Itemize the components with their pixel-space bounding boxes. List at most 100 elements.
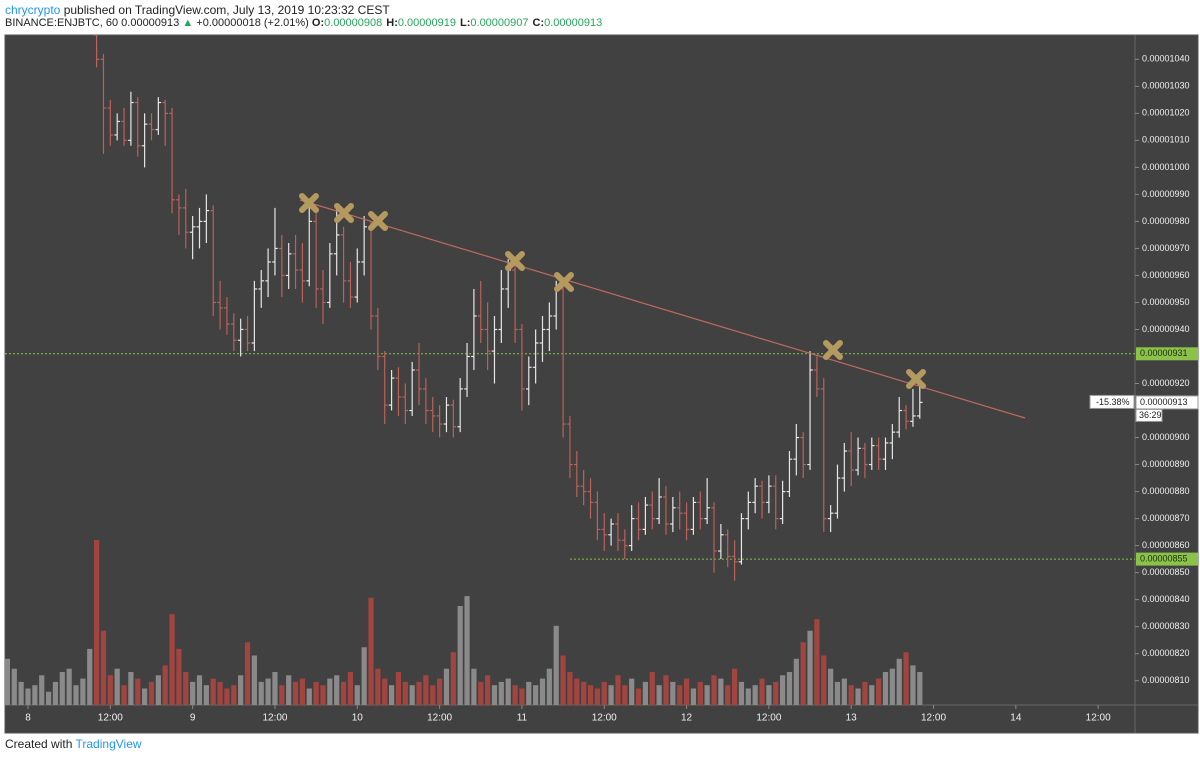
volume-bar	[320, 685, 326, 705]
current-price-label: 0.00000913	[1140, 397, 1188, 407]
y-tick-label: 0.00000990	[1142, 189, 1190, 199]
volume-bar	[80, 678, 86, 705]
volume-bar	[224, 688, 230, 705]
volume-bar	[286, 675, 292, 705]
x-tick-label: 12:00	[427, 713, 452, 724]
volume-bar	[464, 596, 470, 705]
volume-bar	[334, 675, 340, 705]
last-price: 0.00000913	[121, 17, 180, 29]
volume-bar	[210, 678, 216, 705]
x-marker	[334, 203, 354, 223]
volume-bar	[546, 668, 552, 705]
volume-bar	[347, 672, 354, 705]
ohlc-label: C:	[532, 17, 545, 29]
price-bars-layer	[93, 35, 923, 581]
y-tick-label: 0.00000810	[1142, 675, 1190, 685]
chart-panel	[4, 34, 1199, 734]
y-tick-label: 0.00001020	[1142, 108, 1190, 118]
volume-bar	[135, 678, 141, 705]
current-price-box	[1135, 395, 1199, 410]
volume-bar	[834, 681, 841, 705]
footer-brand[interactable]: TradingView	[75, 737, 142, 751]
x-marker	[505, 251, 525, 271]
volume-bar	[622, 685, 628, 705]
volume-bar	[87, 648, 93, 705]
volume-bar	[814, 619, 820, 705]
volume-bar	[66, 668, 72, 705]
volume-bar	[45, 691, 52, 705]
volume-bar	[388, 685, 395, 705]
volume-bar	[409, 685, 415, 705]
ohlc-label: H:	[386, 17, 398, 29]
y-tick-label: 0.00000870	[1142, 513, 1190, 523]
volume-bar	[402, 681, 408, 705]
volume-bar	[423, 675, 429, 705]
ohlc-label: L:	[460, 17, 471, 29]
y-tick-label: 0.00000820	[1142, 648, 1190, 658]
volume-bar	[25, 688, 31, 705]
volume-bar	[361, 647, 367, 705]
trend-line	[299, 199, 1026, 419]
volume-bar	[601, 681, 607, 705]
volume-bar	[807, 630, 813, 705]
axis-layer: 0.00000810 0.00000820 0.00000830 0.00000840…	[25, 54, 1199, 724]
volume-bar	[313, 681, 319, 705]
publish-line: chrycrypto published on TradingView.com,…	[5, 3, 390, 17]
change: +0.00000018 (+2.01%)	[196, 17, 309, 29]
volume-bar	[39, 675, 45, 705]
volume-bar	[889, 668, 895, 705]
volume-bar	[752, 685, 758, 705]
x-tick-label: 13	[846, 713, 858, 724]
volume-bar	[11, 668, 17, 705]
volume-bar	[251, 655, 257, 705]
volume-bar	[793, 658, 799, 705]
volume-bar	[457, 606, 463, 705]
x-marker	[368, 211, 388, 231]
volume-bar	[821, 655, 827, 705]
volume-bar	[128, 672, 134, 705]
volume-bar	[533, 685, 539, 705]
x-tick-label: 12:00	[592, 713, 617, 724]
x-tick-label: 12:00	[1086, 713, 1111, 724]
volume-bar	[848, 685, 854, 705]
published-text: published on TradingView.com, July 13, 2…	[63, 3, 390, 17]
volume-bar	[203, 685, 209, 705]
volume-bar	[196, 675, 203, 705]
ohlc-value: 0.00000919	[397, 17, 456, 29]
volume-bar	[574, 678, 580, 705]
volume-bar	[395, 672, 402, 705]
publisher[interactable]: chrycrypto	[5, 3, 61, 17]
countdown-label: 36:29	[1139, 410, 1162, 420]
volume-bar	[512, 685, 518, 705]
volume-bar	[162, 665, 168, 705]
volume-bar	[711, 675, 717, 705]
volume-bar	[416, 681, 422, 705]
volume-bar	[690, 688, 697, 705]
volume-bar	[882, 672, 889, 705]
y-tick-label: 0.00001010	[1142, 135, 1190, 145]
volume-bar	[656, 685, 662, 705]
y-tick-label: 0.00000970	[1142, 243, 1190, 253]
volume-bar	[217, 681, 223, 705]
x-tick-label: 10	[352, 713, 364, 724]
volume-bar	[59, 672, 65, 705]
volume-bar	[231, 685, 237, 705]
footer: Created with TradingView	[5, 737, 142, 751]
volume-bar	[327, 678, 333, 705]
volume-bar	[114, 668, 120, 705]
volume-bar	[594, 688, 600, 705]
symbol-line: BINANCE:ENJBTC, 60 0.00000913 ▲ +0.00000…	[5, 17, 606, 29]
x-marker	[906, 369, 926, 389]
change-box	[1089, 394, 1135, 409]
volume-bar	[519, 688, 525, 705]
volume-bar	[155, 675, 161, 705]
ohlc-value: 0.00000908	[324, 17, 383, 29]
volume-bar	[5, 658, 11, 705]
volume-bar	[450, 652, 456, 705]
volume-bar	[526, 681, 532, 705]
volume-bar	[725, 685, 731, 705]
volume-bar	[635, 688, 642, 705]
volume-bar	[800, 642, 806, 705]
volume-bar	[587, 685, 594, 705]
